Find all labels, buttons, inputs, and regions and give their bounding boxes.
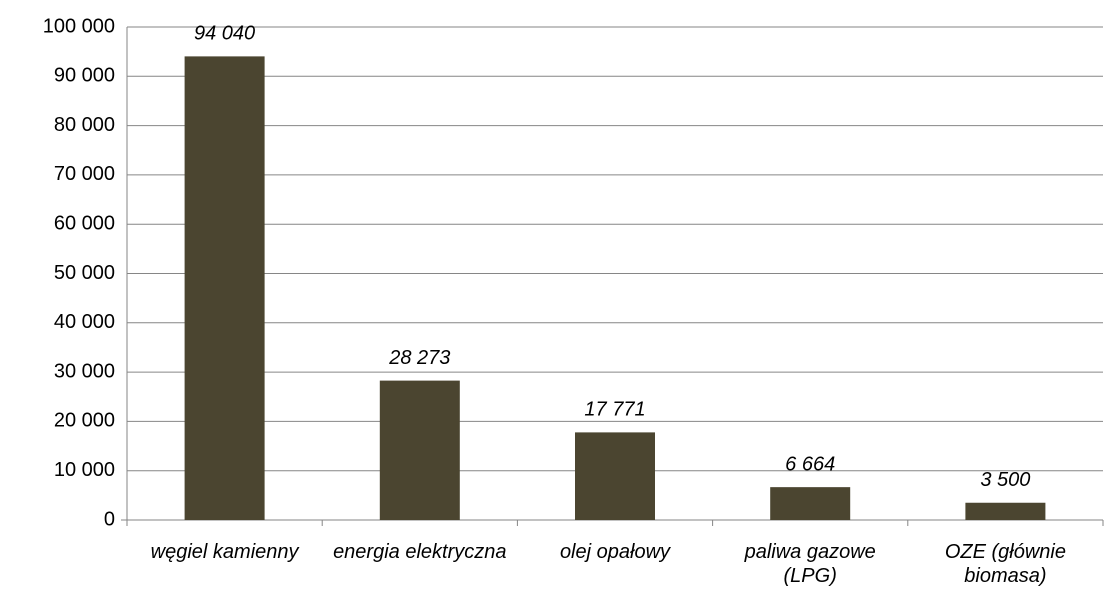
y-tick-label: 50 000	[54, 262, 115, 284]
x-tick-label: paliwa gazowe (LPG)	[744, 541, 876, 587]
bar	[184, 56, 265, 520]
value-label: 94 040	[194, 23, 255, 45]
value-label: 28 273	[388, 347, 450, 369]
y-tick-label: 70 000	[54, 163, 115, 185]
value-label: 17 771	[584, 399, 645, 421]
value-label: 6 664	[785, 453, 835, 475]
y-tick-label: 30 000	[54, 360, 115, 382]
bar	[379, 380, 460, 520]
x-tick-label: olej opałowy	[559, 541, 671, 563]
value-label: 3 500	[980, 469, 1030, 491]
y-tick-label: 40 000	[54, 311, 115, 333]
x-tick-label: węgiel kamienny	[150, 541, 299, 563]
bar	[575, 432, 655, 520]
y-tick-label: 100 000	[43, 15, 115, 37]
y-tick-label: 60 000	[54, 212, 115, 234]
y-tick-label: 90 000	[54, 65, 115, 87]
x-tick-label: OZE (głównie biomasa)	[944, 541, 1066, 587]
bar	[770, 487, 851, 520]
y-tick-label: 10 000	[54, 459, 115, 481]
bar	[965, 502, 1046, 520]
y-tick-label: 20 000	[54, 410, 115, 432]
y-tick-label: 0	[104, 508, 115, 530]
x-tick-label: energia elektryczna	[333, 541, 507, 563]
y-tick-label: 80 000	[54, 114, 115, 136]
